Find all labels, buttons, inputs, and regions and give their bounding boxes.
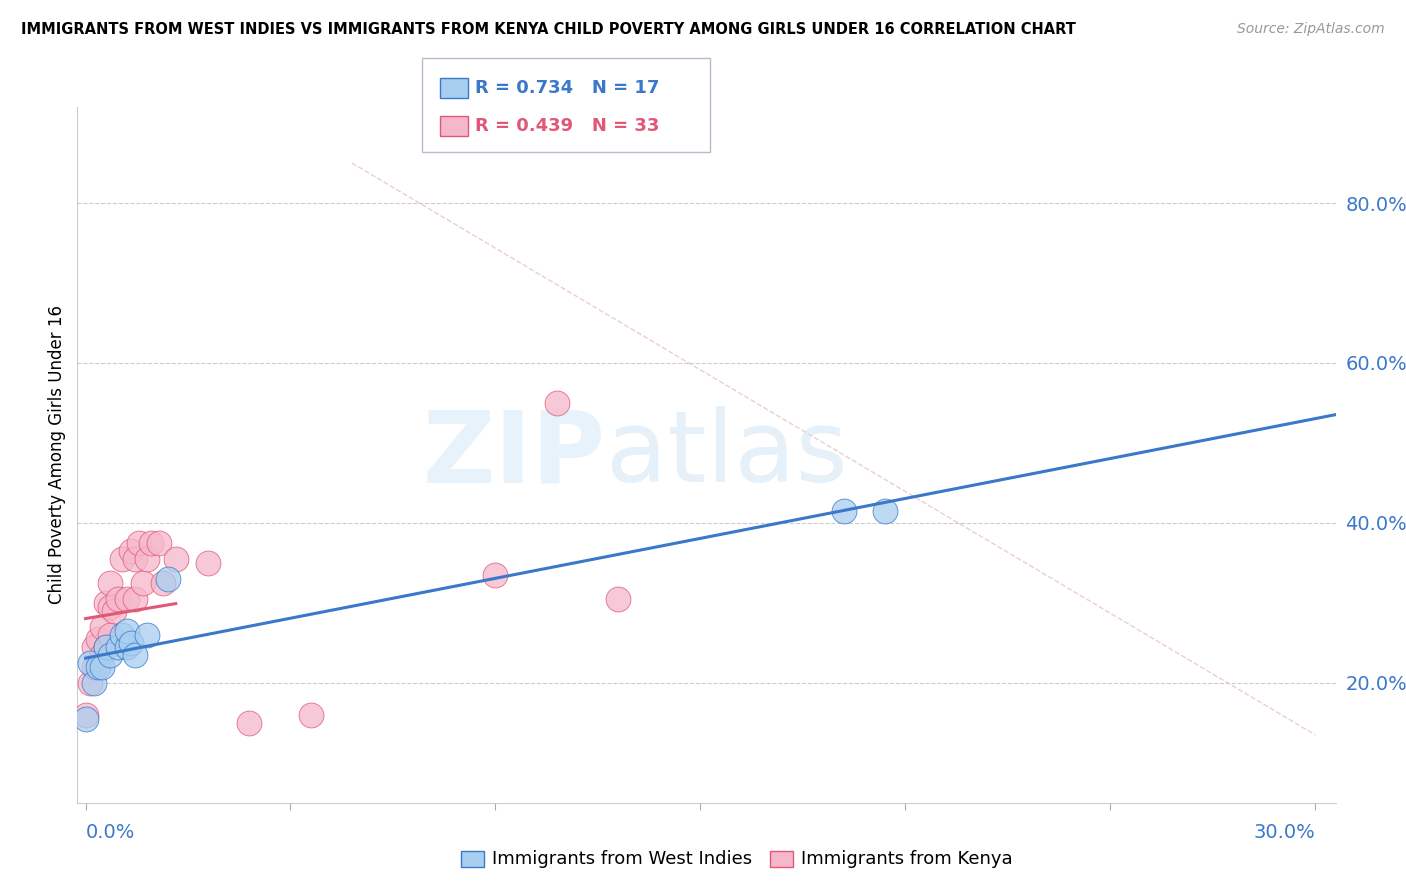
Point [75, 707, 97, 722]
Point [832, 504, 855, 518]
Text: R = 0.439   N = 33: R = 0.439 N = 33 [475, 117, 659, 135]
Point [132, 575, 155, 590]
Point [83, 640, 105, 654]
Point [87, 656, 110, 670]
Text: atlas: atlas [606, 407, 848, 503]
Point [115, 640, 138, 654]
Point [107, 640, 129, 654]
Point [165, 552, 187, 566]
Point [90, 660, 112, 674]
Point [98, 599, 121, 614]
Point [124, 648, 146, 662]
Point [124, 552, 146, 566]
Text: 30.0%: 30.0% [1254, 822, 1315, 842]
Point [94, 640, 117, 654]
Point [139, 536, 162, 550]
Text: IMMIGRANTS FROM WEST INDIES VS IMMIGRANTS FROM KENYA CHILD POVERTY AMONG GIRLS U: IMMIGRANTS FROM WEST INDIES VS IMMIGRANT… [21, 22, 1076, 37]
Point [90, 648, 112, 662]
Point [546, 396, 568, 410]
Point [115, 624, 138, 638]
Point [98, 575, 121, 590]
Point [94, 596, 117, 610]
Point [111, 552, 134, 566]
Text: 0.0%: 0.0% [86, 822, 135, 842]
Point [120, 544, 142, 558]
Point [87, 660, 110, 674]
Point [299, 707, 322, 722]
Point [607, 591, 630, 606]
Point [83, 676, 105, 690]
Point [484, 567, 506, 582]
Point [136, 628, 159, 642]
Point [83, 660, 105, 674]
Text: R = 0.734   N = 17: R = 0.734 N = 17 [475, 79, 659, 97]
Point [120, 636, 142, 650]
Point [197, 556, 219, 570]
Point [124, 591, 146, 606]
Text: Source: ZipAtlas.com: Source: ZipAtlas.com [1237, 22, 1385, 37]
Point [115, 591, 138, 606]
Point [128, 536, 150, 550]
Point [79, 656, 101, 670]
Point [152, 575, 174, 590]
Point [98, 628, 121, 642]
Point [148, 536, 170, 550]
Point [90, 620, 112, 634]
Point [79, 676, 101, 690]
Point [136, 552, 159, 566]
Point [873, 504, 896, 518]
Point [107, 591, 129, 606]
Point [87, 632, 110, 646]
Text: Immigrants from Kenya: Immigrants from Kenya [801, 850, 1014, 868]
Point [111, 628, 134, 642]
Point [103, 604, 125, 618]
Point [94, 640, 117, 654]
Text: ZIP: ZIP [423, 407, 606, 503]
Text: Immigrants from West Indies: Immigrants from West Indies [492, 850, 752, 868]
Point [156, 572, 179, 586]
Point [98, 648, 121, 662]
Point [75, 712, 97, 726]
Y-axis label: Child Poverty Among Girls Under 16: Child Poverty Among Girls Under 16 [48, 305, 66, 605]
Point [238, 715, 260, 730]
